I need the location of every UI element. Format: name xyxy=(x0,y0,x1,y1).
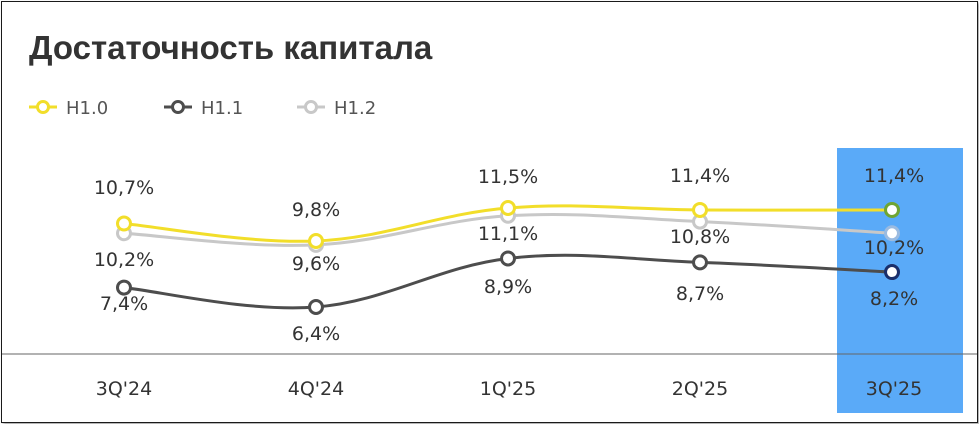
data-label-H1.0-1Q'25: 11,5% xyxy=(478,166,538,188)
legend-label-H1.1: H1.1 xyxy=(201,98,243,119)
data-label-H1.0-4Q'24: 9,8% xyxy=(292,199,340,221)
point-H1.1-3Q'24 xyxy=(116,279,132,296)
legend-label-H1.0: H1.0 xyxy=(66,98,108,119)
data-label-H1.2-4Q'24: 9,6% xyxy=(292,253,340,275)
legend-marker-H1.2 xyxy=(304,100,318,114)
data-label-H1.1-4Q'24: 6,4% xyxy=(292,323,340,345)
x-tick-label-4Q'24: 4Q'24 xyxy=(288,378,344,400)
data-label-H1.2-3Q'24: 10,2% xyxy=(94,249,154,271)
point-H1.1-1Q'25 xyxy=(500,250,516,267)
data-label-H1.1-3Q'25: 8,2% xyxy=(870,288,918,310)
data-label-H1.2-1Q'25: 11,1% xyxy=(478,223,538,245)
point-H1.1-2Q'25 xyxy=(692,254,708,271)
data-label-H1.1-2Q'25: 8,7% xyxy=(676,283,724,305)
highlight-column xyxy=(837,148,963,413)
series-layer xyxy=(116,200,900,315)
legend-label-H1.2: H1.2 xyxy=(334,98,376,119)
point-H1.1-4Q'24 xyxy=(308,299,324,315)
point-H1.0-3Q'24 xyxy=(116,215,132,232)
data-label-H1.2-2Q'25: 10,8% xyxy=(670,226,730,248)
data-label-H1.1-1Q'25: 8,9% xyxy=(484,276,532,298)
x-tick-label-2Q'25: 2Q'25 xyxy=(672,378,728,400)
data-labels: 10,7% 9,8% 11,5% 11,4% 11,4% 7,4% 6,4% 8,9% 8,7%… xyxy=(94,165,924,345)
point-H1.0-4Q'24 xyxy=(308,233,324,249)
point-H1.0-2Q'25 xyxy=(692,201,708,218)
data-label-H1.0-2Q'25: 11,4% xyxy=(670,165,730,187)
legend: H1.0 H1.1 H1.2 xyxy=(29,98,376,119)
point-H1.0-3Q'25 xyxy=(884,201,900,218)
x-tick-label-3Q'25: 3Q'25 xyxy=(866,378,922,400)
data-label-H1.1-3Q'24: 7,4% xyxy=(100,293,148,315)
legend-marker-H1.0 xyxy=(36,100,50,114)
data-label-H1.0-3Q'25: 11,4% xyxy=(864,165,924,187)
chart-title: Достаточность капитала xyxy=(29,29,433,66)
point-H1.2-3Q'25 xyxy=(884,225,900,242)
point-H1.1-3Q'25 xyxy=(884,264,900,281)
legend-marker-H1.1 xyxy=(171,100,185,114)
data-label-H1.0-3Q'24: 10,7% xyxy=(94,177,154,199)
highlight-layer xyxy=(837,148,963,413)
x-axis-ticks: 3Q'24 4Q'24 1Q'25 2Q'25 3Q'25 xyxy=(96,378,922,400)
x-tick-label-3Q'24: 3Q'24 xyxy=(96,378,152,400)
data-label-H1.2-3Q'25: 10,2% xyxy=(864,237,924,259)
point-H1.0-1Q'25 xyxy=(500,200,516,216)
x-tick-label-1Q'25: 1Q'25 xyxy=(480,378,536,400)
